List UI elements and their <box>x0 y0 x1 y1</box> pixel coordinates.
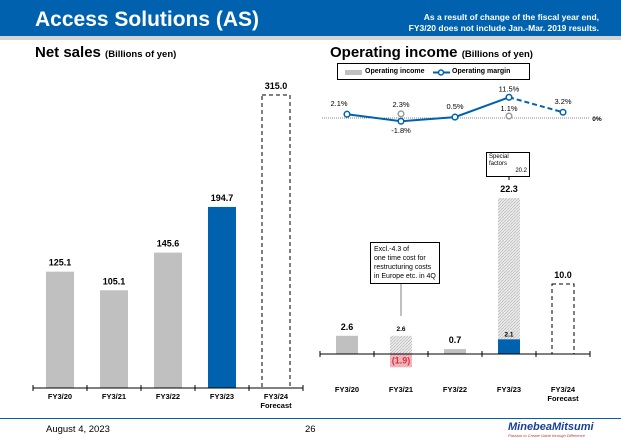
margin-point <box>397 117 405 125</box>
unit-text: (Billions of yen) <box>105 49 177 60</box>
net-sales-title: Net sales (Billions of yen) <box>35 44 176 61</box>
annotation-line: one time cost for <box>374 255 426 262</box>
bar-FY3/20 <box>46 271 74 388</box>
margin-label: 2.1% <box>330 99 347 108</box>
logo-tagline: Passion to Create Value through Differen… <box>508 433 586 438</box>
data-label: 105.1 <box>103 276 126 286</box>
margin-label: -1.8% <box>391 126 411 135</box>
data-label: 2.6 <box>341 322 354 332</box>
data-label: 125.1 <box>49 258 72 268</box>
note-line: FY3/20 does not include Jan.-Mar. 2019 r… <box>408 23 599 33</box>
special-factors-box: Special factors 20.2 <box>486 152 530 177</box>
data-label: 194.7 <box>211 193 234 203</box>
tick-label: FY3/20 <box>48 392 72 401</box>
title-text: Operating income <box>330 44 458 61</box>
operating-income-title: Operating income (Billions of yen) <box>330 44 533 61</box>
margin-excl-label: 1.1% <box>500 104 517 113</box>
zero-label: 0% <box>592 116 602 123</box>
margin-label: 3.2% <box>554 97 571 106</box>
excl-label: 2.6 <box>396 326 405 333</box>
data-label: 10.0 <box>554 270 572 280</box>
data-label: (1.9) <box>392 355 411 365</box>
tick-sublabel: Forecast <box>547 394 579 403</box>
header-note: As a result of change of the fiscal year… <box>409 12 599 34</box>
tick-label: FY3/22 <box>156 392 180 401</box>
data-label: 0.7 <box>449 335 462 345</box>
tick-label: FY3/23 <box>210 392 234 401</box>
bar-FY3/24 <box>551 283 575 355</box>
special-factors-label: Special factors <box>489 154 509 167</box>
bar-FY3/22 <box>444 349 466 354</box>
bar-FY3/21 <box>390 354 412 368</box>
tick-label: FY3/21 <box>389 385 413 394</box>
bar-FY3/23 <box>498 339 520 354</box>
footer-date: August 4, 2023 <box>46 424 110 435</box>
footer-line <box>0 418 621 419</box>
page-title: Access Solutions (AS) <box>35 8 260 31</box>
margin-line-forecast <box>508 96 564 114</box>
bar-FY3/22 <box>154 252 182 388</box>
note-line: As a result of change of the fiscal year… <box>423 12 599 22</box>
logo-text: MinebeaMitsumi <box>508 421 594 433</box>
margin-excl-point <box>397 110 405 118</box>
data-label: 145.6 <box>157 239 180 249</box>
title-text: Net sales <box>35 44 101 61</box>
margin-excl-label: 2.3% <box>392 100 409 109</box>
margin-point <box>559 108 567 116</box>
bar-FY3/23 <box>208 206 236 388</box>
tick-sublabel: Forecast <box>260 401 292 410</box>
legend-label: Operating income <box>365 68 425 75</box>
margin-excl-point <box>505 112 513 120</box>
annotation-line: restructuring costs <box>374 264 432 271</box>
excl-label: 2.1 <box>504 331 513 338</box>
bar-excl-FY3/21 <box>390 335 412 354</box>
header-strip <box>0 36 621 40</box>
tick-label: FY3/22 <box>443 385 467 394</box>
margin-point <box>451 113 459 121</box>
special-factors-value: 20.2 <box>515 168 527 174</box>
margin-line <box>346 96 510 123</box>
bar-special-FY3/23 <box>498 197 520 340</box>
legend-line-marker <box>433 69 450 76</box>
bar-FY3/24 <box>261 94 291 389</box>
tick-label: FY3/23 <box>497 385 521 394</box>
tick-label: FY3/20 <box>335 385 359 394</box>
company-logo: MinebeaMitsumi Passion to Create Value th… <box>508 421 594 438</box>
margin-point <box>505 93 513 101</box>
tick-label: FY3/24 <box>264 392 289 401</box>
legend: Operating income Operating margin <box>337 63 530 80</box>
bar-FY3/21 <box>100 290 128 388</box>
margin-point <box>343 110 351 118</box>
legend-label: Operating margin <box>452 68 511 75</box>
annotation-line: Excl.-4.3 of <box>374 246 410 253</box>
tick-label: FY3/21 <box>102 392 126 401</box>
legend-swatch-income <box>345 70 362 75</box>
data-label: 315.0 <box>265 81 288 91</box>
margin-label: 11.5% <box>499 84 520 93</box>
tick-label: FY3/24 <box>551 385 576 394</box>
margin-label: 0.5% <box>446 102 463 111</box>
header-bar: Access Solutions (AS) As a result of cha… <box>0 0 621 36</box>
annotation-line: in Europe etc. in 4Q <box>374 273 436 280</box>
unit-text: (Billions of yen) <box>461 49 533 60</box>
restructuring-annotation: Excl.-4.3 of one time cost for restructuri… <box>370 242 440 284</box>
data-label: 22.3 <box>500 184 518 194</box>
bar-FY3/20 <box>336 335 358 354</box>
page-number: 26 <box>305 424 316 435</box>
